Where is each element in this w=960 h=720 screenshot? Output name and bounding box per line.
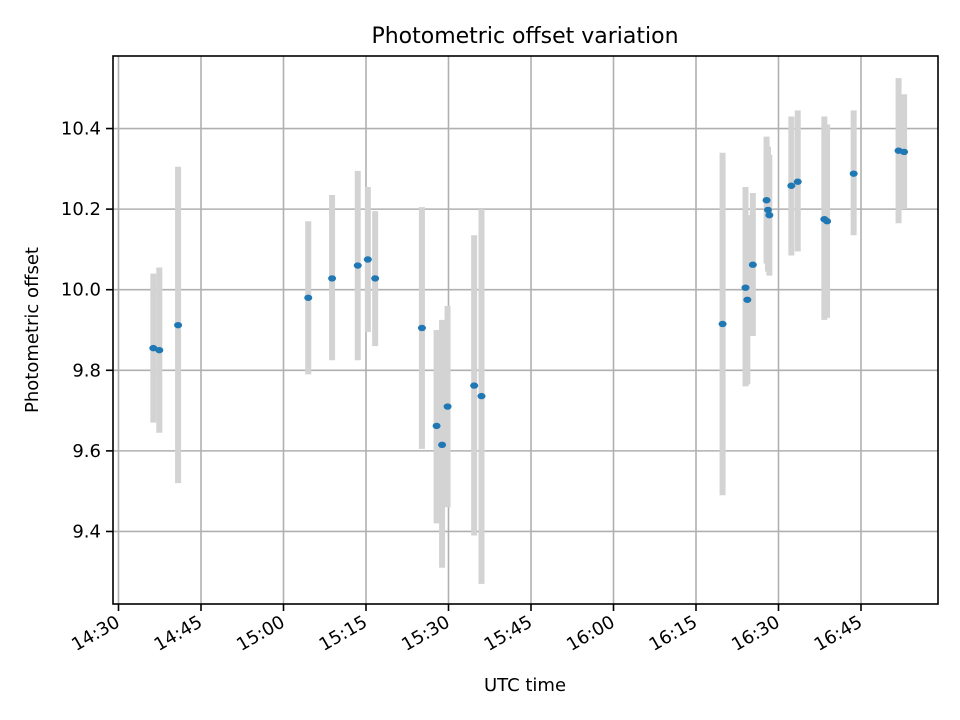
y-tick-label: 9.6	[72, 441, 101, 462]
data-point	[371, 275, 380, 282]
data-point	[765, 211, 774, 219]
data-point	[849, 170, 858, 177]
data-point	[741, 284, 750, 291]
data-point	[304, 294, 313, 301]
data-point	[748, 261, 757, 268]
data-point	[432, 422, 441, 430]
y-tick-label: 10.2	[61, 199, 101, 220]
data-point	[353, 262, 362, 269]
y-tick-label: 10.0	[61, 280, 101, 301]
grid	[113, 56, 938, 604]
data-point	[477, 392, 486, 400]
data-point	[743, 296, 752, 303]
data-point	[763, 206, 772, 214]
data-point	[823, 218, 832, 225]
y-axis-label: Photometric offset	[22, 247, 43, 413]
data-point	[155, 346, 164, 354]
data-point	[363, 256, 372, 263]
data-points	[149, 147, 909, 449]
y-tick-label: 10.4	[61, 119, 101, 140]
data-point	[762, 197, 771, 204]
data-point	[793, 178, 802, 185]
data-point	[174, 321, 183, 329]
y-tick-label: 9.4	[72, 521, 101, 542]
data-point	[417, 324, 426, 332]
x-axis-label: UTC time	[484, 675, 566, 696]
data-point	[718, 320, 727, 328]
y-tick-label: 9.8	[72, 360, 101, 381]
data-point	[470, 382, 479, 389]
data-point	[438, 441, 447, 449]
data-point	[328, 275, 337, 282]
data-point	[900, 148, 909, 156]
plot-frame	[112, 55, 939, 605]
data-point	[787, 182, 796, 189]
data-point	[443, 403, 452, 410]
chart-title: Photometric offset variation	[371, 24, 678, 49]
